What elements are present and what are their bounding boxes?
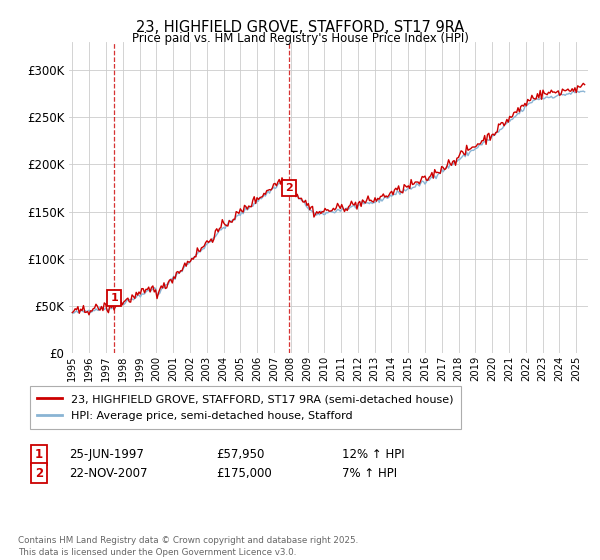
Text: 2: 2	[285, 183, 293, 193]
Text: £57,950: £57,950	[216, 448, 265, 461]
Text: 1: 1	[110, 293, 118, 303]
Text: Price paid vs. HM Land Registry's House Price Index (HPI): Price paid vs. HM Land Registry's House …	[131, 32, 469, 45]
Text: 22-NOV-2007: 22-NOV-2007	[69, 466, 148, 480]
Text: 23, HIGHFIELD GROVE, STAFFORD, ST17 9RA: 23, HIGHFIELD GROVE, STAFFORD, ST17 9RA	[136, 20, 464, 35]
Text: 25-JUN-1997: 25-JUN-1997	[69, 448, 144, 461]
Legend: 23, HIGHFIELD GROVE, STAFFORD, ST17 9RA (semi-detached house), HPI: Average pric: 23, HIGHFIELD GROVE, STAFFORD, ST17 9RA …	[29, 386, 461, 429]
Text: Contains HM Land Registry data © Crown copyright and database right 2025.
This d: Contains HM Land Registry data © Crown c…	[18, 536, 358, 557]
Text: 12% ↑ HPI: 12% ↑ HPI	[342, 448, 404, 461]
Text: 1: 1	[35, 448, 43, 461]
Text: 7% ↑ HPI: 7% ↑ HPI	[342, 466, 397, 480]
Text: £175,000: £175,000	[216, 466, 272, 480]
Text: 2: 2	[35, 466, 43, 480]
